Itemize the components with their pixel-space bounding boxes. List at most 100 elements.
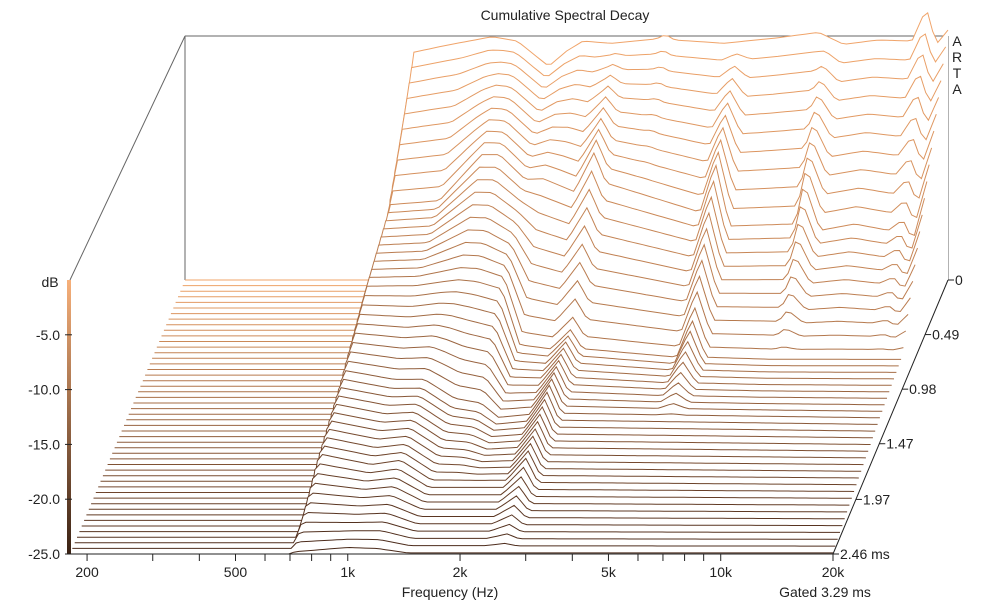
- decay-slice: [159, 166, 923, 342]
- decay-slice: [133, 302, 897, 404]
- db-axis-label: dB: [41, 274, 58, 290]
- slice-fill: [93, 454, 857, 499]
- decay-slice: [105, 412, 869, 471]
- decay-slice: [98, 437, 862, 488]
- slice-fill: [91, 463, 855, 504]
- decay-slice: [140, 267, 904, 387]
- y-tick-label: -25.0: [28, 546, 60, 562]
- decay-slice: [185, 12, 949, 281]
- decay-slice: [81, 502, 845, 527]
- slice-fill: [77, 522, 840, 538]
- decay-slice: [161, 151, 925, 337]
- decay-slice: [86, 482, 850, 516]
- x-tick-label: 20k: [822, 564, 846, 580]
- decay-slice: [147, 229, 911, 370]
- watermark-letter: A: [952, 81, 962, 97]
- slice-fill: [102, 421, 866, 476]
- decay-slice: [128, 323, 892, 415]
- decay-slice: [180, 54, 944, 292]
- watermark-letter: T: [953, 65, 962, 81]
- y-tick-label: -15.0: [28, 436, 60, 452]
- frequency-ticks: 200 500 1k 2k 5k 10k 20k: [75, 554, 845, 580]
- decay-slice: [142, 254, 907, 382]
- time-tick-label: 1.47: [886, 436, 913, 452]
- decay-slice: [114, 378, 878, 449]
- axes: [70, 279, 949, 555]
- x-tick-label: 1k: [340, 564, 356, 580]
- decay-slice: [163, 139, 928, 331]
- decay-slice: [116, 370, 880, 443]
- decay-slice: [119, 360, 883, 438]
- decay-slice: [102, 420, 866, 477]
- x-axis-label: Frequency (Hz): [402, 584, 498, 600]
- y-tick-label: -5.0: [36, 327, 60, 343]
- decay-slice: [175, 84, 940, 303]
- time-tick-label: 0.49: [932, 327, 959, 343]
- decay-slice: [156, 179, 921, 348]
- decay-slice: [135, 291, 899, 398]
- decay-slice: [166, 128, 930, 326]
- slice-fill: [81, 502, 845, 526]
- decay-slice: [138, 279, 902, 393]
- slice-fill: [100, 429, 864, 482]
- decay-slice: [79, 511, 843, 533]
- frame-left-edge: [69, 35, 186, 281]
- time-ticks: 0 0.49 0.98 1.47 1.97 2.46 ms: [833, 272, 963, 562]
- x-tick-label: 10k: [709, 564, 733, 580]
- decay-slice: [145, 241, 909, 376]
- decay-slice: [121, 351, 885, 432]
- decay-slice: [112, 387, 876, 454]
- slice-fill: [79, 512, 843, 532]
- x-tick-label: 500: [224, 564, 248, 580]
- slice-fill: [88, 473, 852, 510]
- watermark-letter: R: [952, 49, 962, 65]
- decay-slice: [95, 445, 859, 493]
- decay-slice: [107, 403, 871, 465]
- decay-slice: [84, 492, 848, 521]
- gate-text: Gated 3.29 ms: [779, 584, 871, 600]
- slice-fill: [95, 446, 859, 493]
- decay-slice: [149, 216, 914, 365]
- db-color-bar: [67, 280, 71, 554]
- decay-slice: [168, 117, 933, 320]
- decay-slice: [72, 538, 836, 549]
- decay-slices: [70, 12, 949, 555]
- decay-slice: [173, 96, 937, 309]
- decay-slice: [154, 191, 918, 354]
- time-tick-label: 2.46 ms: [840, 546, 890, 562]
- decay-slice: [126, 332, 890, 421]
- x-tick-label: 5k: [601, 564, 617, 580]
- decay-slice: [77, 521, 840, 538]
- x-tick-label: 200: [75, 564, 99, 580]
- chart-title: Cumulative Spectral Decay: [481, 7, 650, 23]
- y-tick-label: -10.0: [28, 382, 60, 398]
- slice-fill: [86, 483, 850, 515]
- decay-slice: [131, 313, 895, 410]
- time-axis-line: [832, 279, 949, 555]
- slice-fill: [98, 437, 862, 487]
- decay-slice: [91, 463, 855, 505]
- db-ticks: -5.0 -10.0 -15.0 -20.0 -25.0: [28, 327, 72, 562]
- watermark-letter: A: [952, 33, 962, 49]
- time-tick-label: 0.98: [909, 381, 936, 397]
- decay-slice: [182, 33, 947, 287]
- decay-slice: [124, 341, 887, 426]
- time-tick-label: 0: [955, 272, 963, 288]
- slice-fill: [74, 530, 838, 543]
- x-tick-label: 2k: [453, 564, 469, 580]
- decay-slice: [152, 204, 916, 359]
- decay-slice: [88, 473, 852, 510]
- decay-slice: [109, 395, 873, 460]
- decay-slice: [93, 453, 857, 499]
- decay-slice: [74, 530, 838, 544]
- decay-slice: [170, 106, 935, 315]
- decay-slice: [178, 73, 942, 298]
- slice-fill: [84, 493, 848, 521]
- y-tick-label: -20.0: [28, 491, 60, 507]
- time-tick-label: 1.97: [863, 491, 890, 507]
- decay-slice: [100, 428, 864, 482]
- slice-fill: [140, 267, 904, 387]
